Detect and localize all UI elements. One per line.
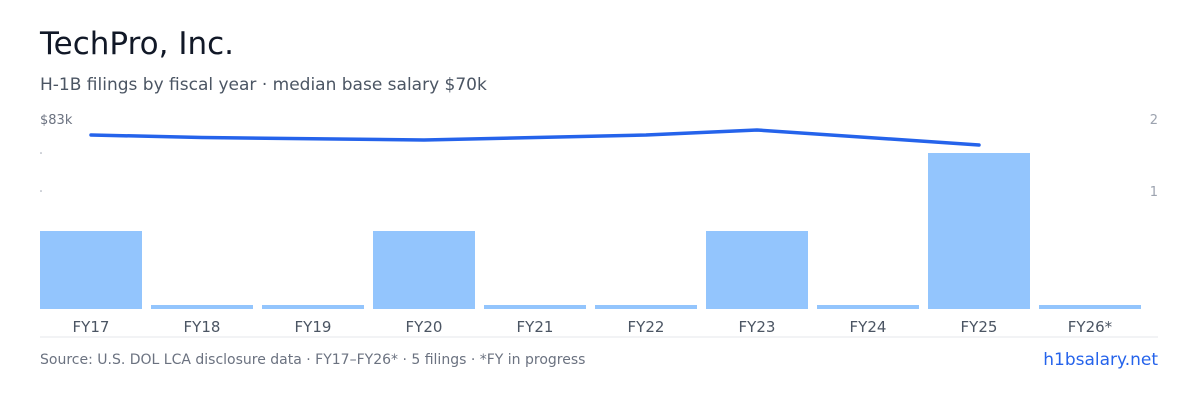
chart-subtitle: H-1B filings by fiscal year · median bas… <box>40 75 487 95</box>
bar-fy23 <box>706 231 808 309</box>
bar-fy19 <box>262 305 364 309</box>
x-tick-label: FY19 <box>295 318 332 336</box>
footer-source-note: Source: U.S. DOL LCA disclosure data · F… <box>40 352 586 368</box>
x-tick-label: FY18 <box>184 318 221 336</box>
bar-fy25 <box>928 153 1030 309</box>
left-axis-tick-mark <box>40 152 42 154</box>
bar-fy26-partial <box>1039 305 1141 309</box>
bar-fy21 <box>484 305 586 309</box>
site-link[interactable]: h1bsalary.net <box>1043 350 1158 370</box>
chart-plot: FY17 FY18 FY19 FY20 FY21 FY22 FY23 FY24 FY25 FY26… <box>40 113 1158 338</box>
bar-fy18 <box>151 305 253 309</box>
x-tick-label: FY23 <box>739 318 776 336</box>
x-tick-label: FY22 <box>628 318 665 336</box>
left-axis-tick-mark <box>40 190 42 192</box>
bar-fy17 <box>40 231 142 309</box>
x-tick-label: FY21 <box>517 318 554 336</box>
bar-fy24 <box>817 305 919 309</box>
median-salary-line <box>89 128 981 147</box>
x-tick-label: FY17 <box>73 318 110 336</box>
x-tick-label: FY25 <box>961 318 998 336</box>
right-axis-tick-label: 2 <box>1150 113 1158 128</box>
bar-fy20 <box>373 231 475 309</box>
right-axis-tick-label: 1 <box>1150 185 1158 200</box>
x-tick-label: FY24 <box>850 318 887 336</box>
x-tick-label: FY20 <box>406 318 443 336</box>
left-axis-top-label: $83k <box>40 113 73 128</box>
chart-title: TechPro, Inc. <box>40 26 235 62</box>
x-tick-label: FY26* <box>1068 318 1113 336</box>
bar-fy22 <box>595 305 697 309</box>
